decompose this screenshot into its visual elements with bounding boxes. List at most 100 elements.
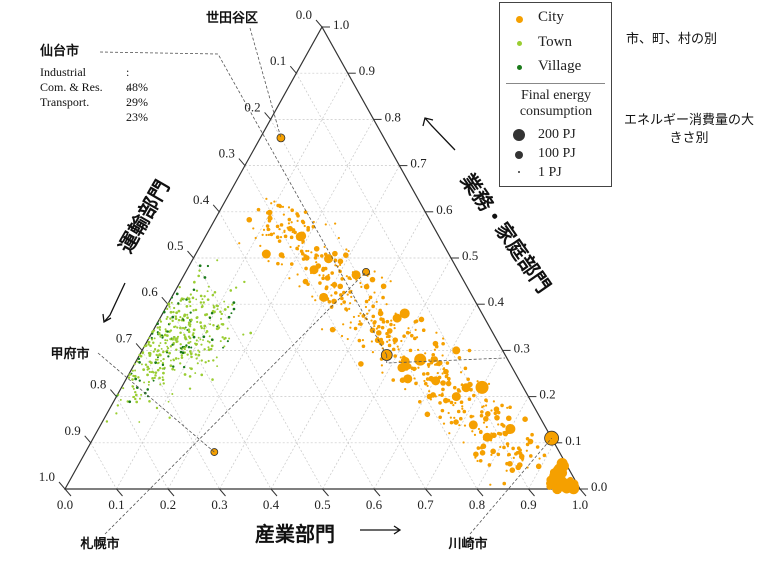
city-point (405, 363, 412, 370)
town-point (179, 299, 183, 302)
leader-line (97, 352, 215, 453)
city-point (414, 328, 417, 331)
city-point (405, 330, 410, 335)
town-point (220, 312, 223, 315)
town-point (190, 318, 193, 322)
city-point (408, 348, 413, 353)
city-point (389, 280, 392, 283)
village-point (170, 296, 174, 299)
city-point (381, 320, 386, 324)
city-point (331, 298, 337, 305)
town-point (228, 337, 231, 340)
village-point (137, 357, 141, 361)
town-point (148, 336, 151, 340)
left-tick-mark (135, 343, 143, 351)
town-point (177, 318, 181, 322)
city-point (505, 461, 509, 466)
legend-town-label: Town (538, 34, 572, 50)
bottom-tick-label: 0.5 (314, 497, 330, 512)
city-point (368, 309, 371, 312)
city-point (312, 266, 315, 269)
city-point (305, 249, 308, 253)
city-point (442, 367, 445, 371)
city-point (371, 304, 375, 309)
town-point (183, 313, 187, 317)
city-point (323, 245, 326, 249)
city-point (393, 323, 396, 327)
bottom-axis-title: 産業部門 (255, 522, 335, 546)
city-point (482, 421, 486, 424)
city-point (278, 227, 281, 231)
bottom-tick-mark (322, 488, 329, 497)
city-point (313, 245, 320, 252)
city-point (333, 291, 338, 295)
city-point (435, 331, 438, 334)
village-point (138, 361, 141, 364)
city-point (376, 336, 379, 339)
city-point (505, 423, 516, 434)
city-point (275, 224, 280, 229)
city-point (438, 393, 441, 397)
town-point (157, 332, 161, 335)
town-point (189, 352, 193, 356)
city-point (493, 411, 498, 416)
city-point (298, 232, 301, 235)
city-point (476, 446, 481, 450)
city-point (480, 443, 487, 450)
town-point (199, 321, 202, 324)
town-point (167, 302, 170, 306)
bottom-tick-label: 0.3 (211, 497, 227, 512)
town-point (169, 317, 172, 320)
city-point (400, 356, 410, 366)
city-point (267, 260, 270, 263)
town-point (154, 371, 158, 375)
town-point (197, 274, 200, 278)
legend-city-label: City (538, 9, 564, 25)
town-point (161, 367, 164, 370)
village-point (161, 336, 164, 339)
city-point (422, 372, 426, 376)
town-point (212, 323, 215, 327)
town-point (215, 304, 218, 307)
city-point (452, 346, 461, 355)
city-point (443, 397, 449, 404)
town-point (134, 397, 137, 401)
city-point (373, 291, 376, 294)
city-point (377, 310, 384, 317)
town-point (166, 339, 169, 342)
village-point (232, 307, 236, 311)
city-point (471, 430, 474, 433)
town-point (201, 305, 204, 308)
town-point (170, 359, 172, 362)
bottom-tick-label: 1.0 (572, 497, 588, 512)
grid-line (476, 396, 529, 490)
city-point (337, 258, 344, 265)
city-point (309, 271, 313, 275)
town-point (169, 337, 172, 341)
city-point (359, 281, 362, 285)
city-point (478, 458, 483, 463)
right-tick-label: 0.0 (591, 479, 607, 494)
town-point (126, 400, 129, 403)
town-point (211, 293, 215, 297)
city-point (381, 295, 385, 300)
city-point (287, 225, 293, 232)
village-point (232, 301, 236, 304)
city-point (461, 405, 464, 408)
town-point (189, 304, 192, 308)
town-point (189, 293, 192, 296)
bottom-tick-mark (270, 488, 278, 497)
city-point (441, 372, 444, 375)
city-point (426, 393, 433, 400)
city-point (327, 299, 332, 304)
town-point (223, 345, 226, 348)
village-point (182, 365, 186, 369)
town-point (174, 357, 178, 360)
town-point (200, 373, 204, 377)
city-point (529, 454, 533, 458)
town-point (152, 341, 155, 345)
town-point (193, 280, 196, 283)
city-point (459, 416, 463, 421)
city-point (325, 297, 330, 301)
city-point (289, 262, 294, 266)
